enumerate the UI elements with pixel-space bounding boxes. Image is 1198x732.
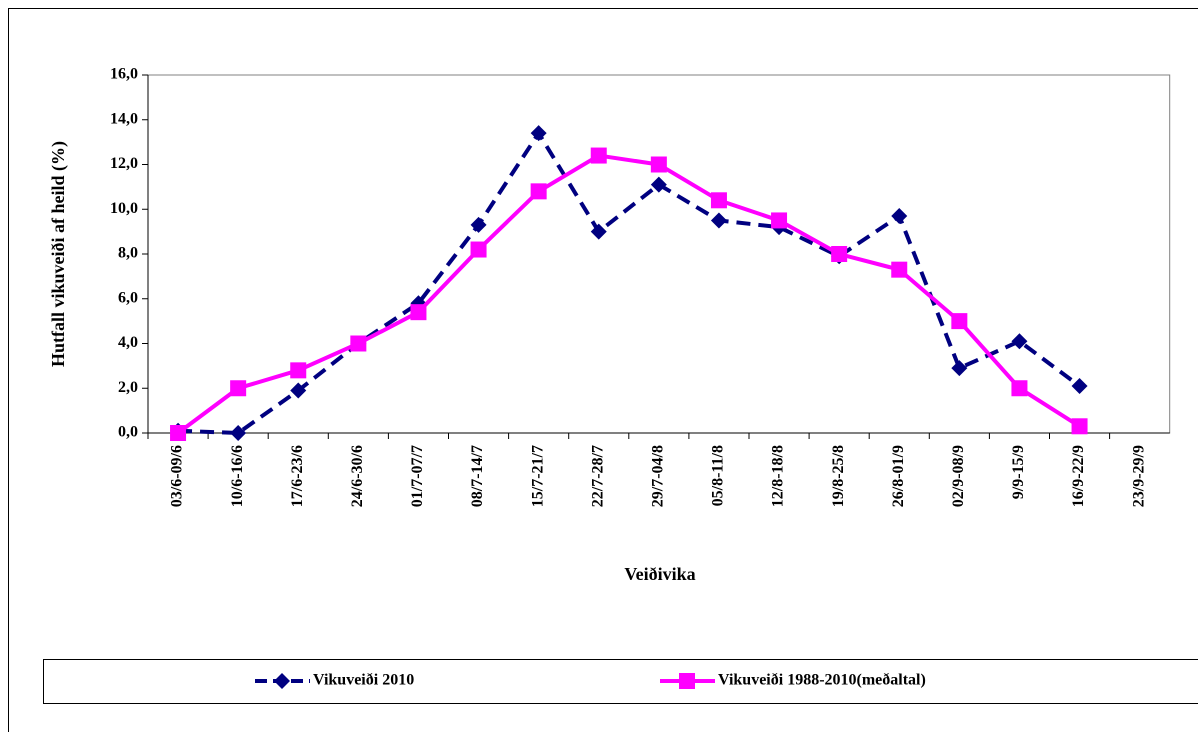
legend-marker [274, 673, 290, 689]
point [951, 360, 968, 377]
x-tick-label: 12/8-18/8 [770, 445, 787, 507]
y-tick-label: 2,0 [118, 379, 138, 396]
y-axis-title: Hutfall vikuveiði af heild (%) [48, 141, 69, 367]
x-tick-label: 24/6-30/6 [349, 445, 366, 507]
plot-area [147, 74, 1171, 434]
point [1071, 418, 1088, 435]
x-tick-label: 29/7-04/8 [650, 445, 667, 507]
y-tick-label: 0,0 [118, 424, 138, 441]
point [290, 362, 307, 379]
point [530, 125, 547, 142]
legend-marker [679, 673, 695, 689]
point [590, 147, 607, 164]
point [710, 192, 727, 209]
point [530, 183, 547, 200]
y-tick-label: 14,0 [110, 110, 138, 127]
point [410, 304, 427, 321]
point [290, 382, 307, 399]
x-tick-label: 02/9-08/9 [950, 445, 967, 507]
x-axis-title: Veiðivika [624, 564, 695, 584]
point [170, 425, 187, 441]
point [1011, 333, 1028, 350]
point [650, 156, 667, 173]
point [650, 176, 667, 193]
point [891, 207, 908, 224]
x-tick-label: 01/7-07/7 [409, 445, 426, 507]
point [590, 223, 607, 240]
point [1011, 380, 1028, 397]
x-tick-label: 08/7-14/7 [469, 445, 486, 507]
y-tick-label: 6,0 [118, 289, 138, 306]
point [771, 212, 788, 229]
series-line [177, 129, 1081, 436]
point [1071, 378, 1088, 395]
chart-border [8, 8, 1198, 732]
x-tick-label: 23/9-29/9 [1130, 445, 1147, 507]
x-tick-label: 17/6-23/6 [289, 445, 306, 507]
point [891, 261, 908, 278]
legend-label: Vikuveiði 1988-2010(meðaltal) [718, 672, 926, 689]
x-tick-label: 03/6-09/6 [169, 445, 186, 507]
y-tick-label: 8,0 [118, 245, 138, 262]
y-tick-label: 10,0 [110, 200, 138, 217]
point [230, 380, 247, 397]
y-tick-label: 16,0 [110, 66, 138, 83]
point [470, 241, 487, 258]
x-tick-label: 26/8-01/9 [890, 445, 907, 507]
series-line [176, 153, 1081, 435]
x-tick-label: 19/8-25/8 [830, 445, 847, 507]
x-tick-label: 10/6-16/6 [229, 445, 246, 507]
legend-box [43, 659, 1198, 704]
point [350, 335, 367, 352]
legend-label: Vikuveiði 2010 [313, 672, 414, 689]
point [951, 313, 968, 330]
point [470, 216, 487, 233]
x-tick-label: 9/9-15/9 [1010, 445, 1027, 499]
point [230, 425, 247, 441]
x-tick-label: 22/7-28/7 [589, 445, 606, 507]
y-tick-label: 4,0 [118, 334, 138, 351]
point [710, 212, 727, 229]
x-tick-label: 16/9-22/9 [1070, 445, 1087, 507]
point [831, 246, 848, 262]
y-tick-label: 12,0 [110, 155, 138, 172]
x-tick-label: 15/7-21/7 [529, 445, 546, 507]
x-tick-label: 05/8-11/8 [710, 445, 727, 506]
